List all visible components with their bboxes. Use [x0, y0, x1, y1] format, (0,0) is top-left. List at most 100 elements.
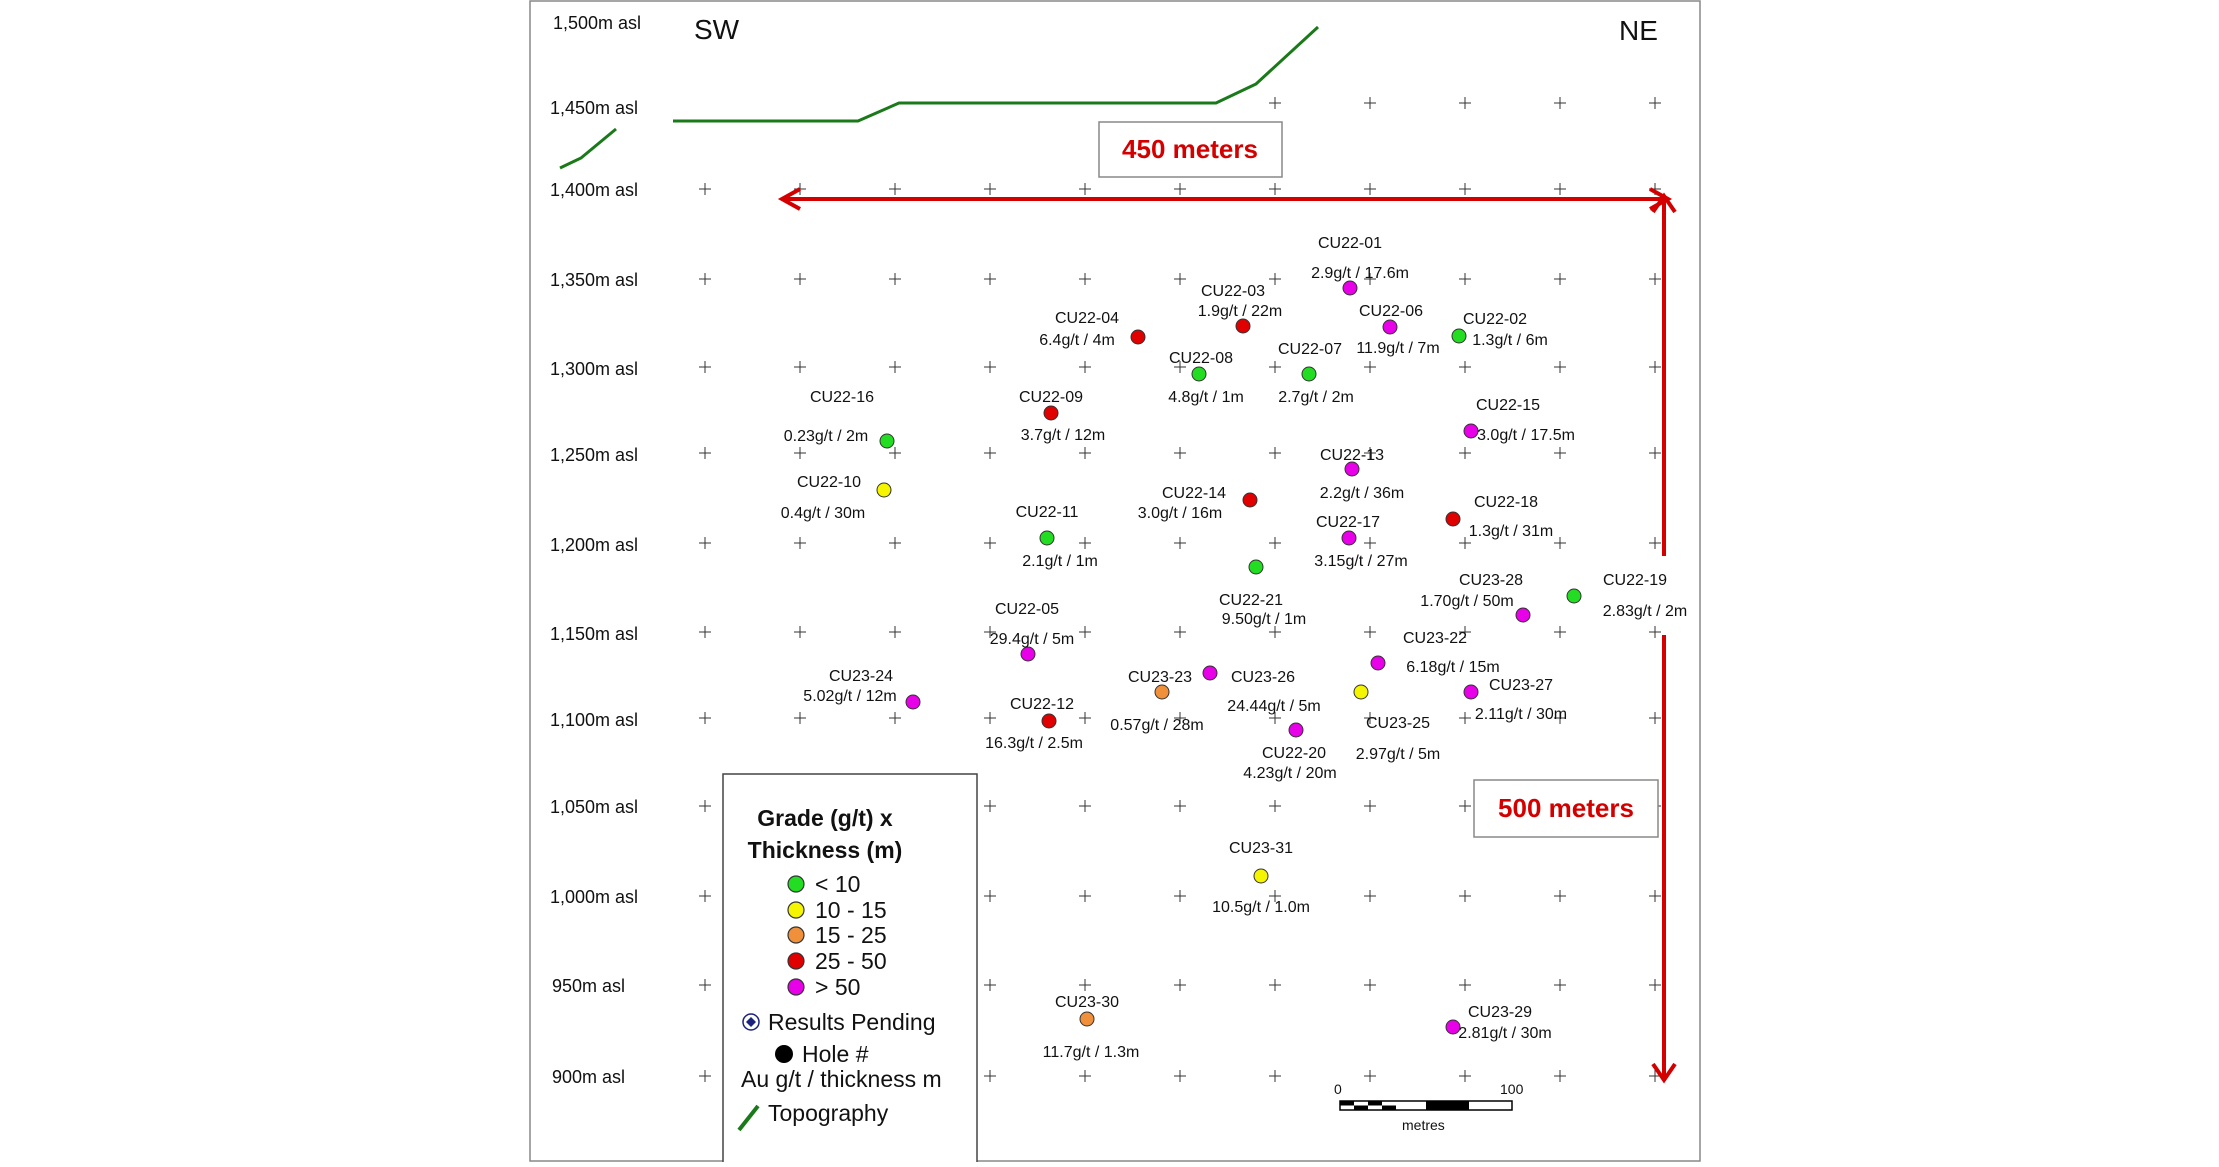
grid-cross — [1649, 979, 1661, 991]
drill-hole-cu22-18: CU22-18 1.3g/t / 31m — [1445, 494, 1554, 540]
elevation-label-1000: 1,000m asl — [550, 887, 638, 907]
drill-hole-marker — [1041, 713, 1057, 729]
drill-hole-cu22-02: CU22-02 1.3g/t / 6m — [1451, 311, 1548, 349]
grid-cross — [1364, 361, 1376, 373]
drill-hole-cu22-07: CU22-07 2.7g/t / 2m — [1278, 341, 1354, 406]
scale-bar-start: 0 — [1334, 1081, 1342, 1097]
drill-hole-cu22-19: CU22-19 2.83g/t / 2m — [1566, 572, 1688, 620]
grid-cross — [1269, 626, 1281, 638]
drill-hole-marker — [1235, 318, 1251, 334]
grid-cross — [889, 626, 901, 638]
grid-cross — [699, 537, 711, 549]
drill-hole-marker — [1515, 607, 1531, 623]
drill-hole-cu22-15: CU22-15 3.0g/t / 17.5m — [1463, 397, 1575, 444]
grid-cross — [1459, 273, 1471, 285]
grid-cross — [984, 183, 996, 195]
drill-hole-cu22-10: CU22-10 0.4g/t / 30m — [781, 474, 892, 522]
drill-hole-result: 1.3g/t / 31m — [1469, 523, 1554, 540]
drill-hole-result: 2.83g/t / 2m — [1603, 603, 1688, 620]
grid-cross — [1079, 712, 1091, 724]
grid-cross — [1364, 183, 1376, 195]
drill-hole-id: CU23-28 — [1459, 572, 1523, 589]
drill-hole-cu22-08: CU22-08 4.8g/t / 1m — [1168, 350, 1244, 406]
drill-hole-result: 6.18g/t / 15m — [1406, 659, 1499, 676]
drill-hole-result: 11.7g/t / 1.3m — [1043, 1044, 1140, 1061]
grid-cross — [1459, 800, 1471, 812]
grid-cross — [889, 361, 901, 373]
drill-hole-result: 4.23g/t / 20m — [1243, 765, 1336, 782]
grid-cross — [1269, 537, 1281, 549]
grid-cross — [1364, 273, 1376, 285]
grid-cross — [1269, 712, 1281, 724]
grid-cross — [1459, 1070, 1471, 1082]
drill-hole-result: 2.97g/t / 5m — [1356, 746, 1441, 763]
legend-swatch-gt50 — [787, 978, 805, 996]
drill-hole-result: 10.5g/t / 1.0m — [1212, 899, 1310, 916]
grid-cross — [1269, 800, 1281, 812]
drill-hole-result: 29.4g/t / 5m — [990, 631, 1075, 648]
scale-bar-block-2 — [1354, 1105, 1368, 1110]
grid-cross — [1364, 1070, 1376, 1082]
drill-hole-id: CU22-09 — [1019, 389, 1083, 406]
grid-cross — [1174, 273, 1186, 285]
drill-hole-marker — [905, 694, 921, 710]
elevation-label-950: 950m asl — [552, 976, 625, 996]
drill-hole-result: 2.11g/t / 30m — [1475, 706, 1567, 723]
grid-cross — [984, 361, 996, 373]
legend-label-lt10: < 10 — [815, 871, 860, 897]
drill-hole-marker — [1341, 530, 1357, 546]
drill-hole-result: 1.70g/t / 50m — [1420, 593, 1513, 610]
drill-hole-marker — [1248, 559, 1264, 575]
grid-cross — [1174, 537, 1186, 549]
grid-cross — [1459, 183, 1471, 195]
grid-cross — [1364, 537, 1376, 549]
grid-cross — [984, 1070, 996, 1082]
grid-cross — [1459, 712, 1471, 724]
drill-hole-cu22-16: CU22-16 0.23g/t / 2m — [784, 389, 895, 449]
drill-hole-id: CU22-07 — [1278, 341, 1342, 358]
topography-segment-left — [559, 127, 617, 170]
elevation-label-1500: 1,500m asl — [553, 13, 641, 33]
horizontal-dimension-label: 450 meters — [1122, 134, 1258, 164]
drill-hole-cu22-20: CU22-20 4.23g/t / 20m — [1243, 722, 1337, 782]
grid-cross — [1649, 537, 1661, 549]
legend-results-pending: Results Pending — [768, 1009, 936, 1035]
grid-cross — [1459, 361, 1471, 373]
grid-cross — [984, 626, 996, 638]
vertical-dimension-box — [1473, 779, 1659, 838]
drill-hole-id: CU22-19 — [1603, 572, 1667, 589]
drill-hole-id: CU22-06 — [1359, 303, 1423, 320]
grid-cross — [984, 890, 996, 902]
grid-cross — [1079, 800, 1091, 812]
grid-cross — [889, 537, 901, 549]
grid-cross — [1269, 273, 1281, 285]
legend-label-25-50: 25 - 50 — [815, 948, 887, 974]
drill-hole-cu23-26: CU23-26 24.44g/t / 5m — [1202, 665, 1321, 715]
drill-hole-cu23-29: CU23-29 2.81g/t / 30m — [1445, 1004, 1552, 1042]
elevation-label-1350: 1,350m asl — [550, 270, 638, 290]
grid-cross — [1554, 626, 1566, 638]
legend-topography: Topography — [768, 1100, 889, 1126]
grid-cross — [699, 800, 711, 812]
grid-cross — [1554, 979, 1566, 991]
drill-hole-id: CU22-17 — [1316, 514, 1380, 531]
drill-hole-id: CU23-27 — [1489, 677, 1553, 694]
drill-hole-cu23-25: CU23-25 2.97g/t / 5m — [1353, 684, 1441, 763]
grid-cross — [699, 712, 711, 724]
drill-hole-cu22-04: CU22-04 6.4g/t / 4m — [1039, 310, 1146, 349]
grid-cross — [1459, 890, 1471, 902]
grid-cross — [794, 361, 806, 373]
drill-hole-id: CU22-02 — [1463, 311, 1527, 328]
grid-cross — [1174, 979, 1186, 991]
drill-hole-marker — [1301, 366, 1317, 382]
drill-hole-marker — [879, 433, 895, 449]
grid-cross — [794, 712, 806, 724]
grid-cross — [794, 537, 806, 549]
grid-cross — [699, 447, 711, 459]
drill-hole-marker — [1202, 665, 1218, 681]
grid-cross — [1459, 626, 1471, 638]
drill-hole-cu22-11: CU22-11 2.1g/t / 1m — [1016, 504, 1098, 570]
legend-title-line2: Thickness (m) — [748, 837, 903, 863]
drill-hole-result: 3.0g/t / 16m — [1138, 505, 1223, 522]
grid-cross — [889, 447, 901, 459]
